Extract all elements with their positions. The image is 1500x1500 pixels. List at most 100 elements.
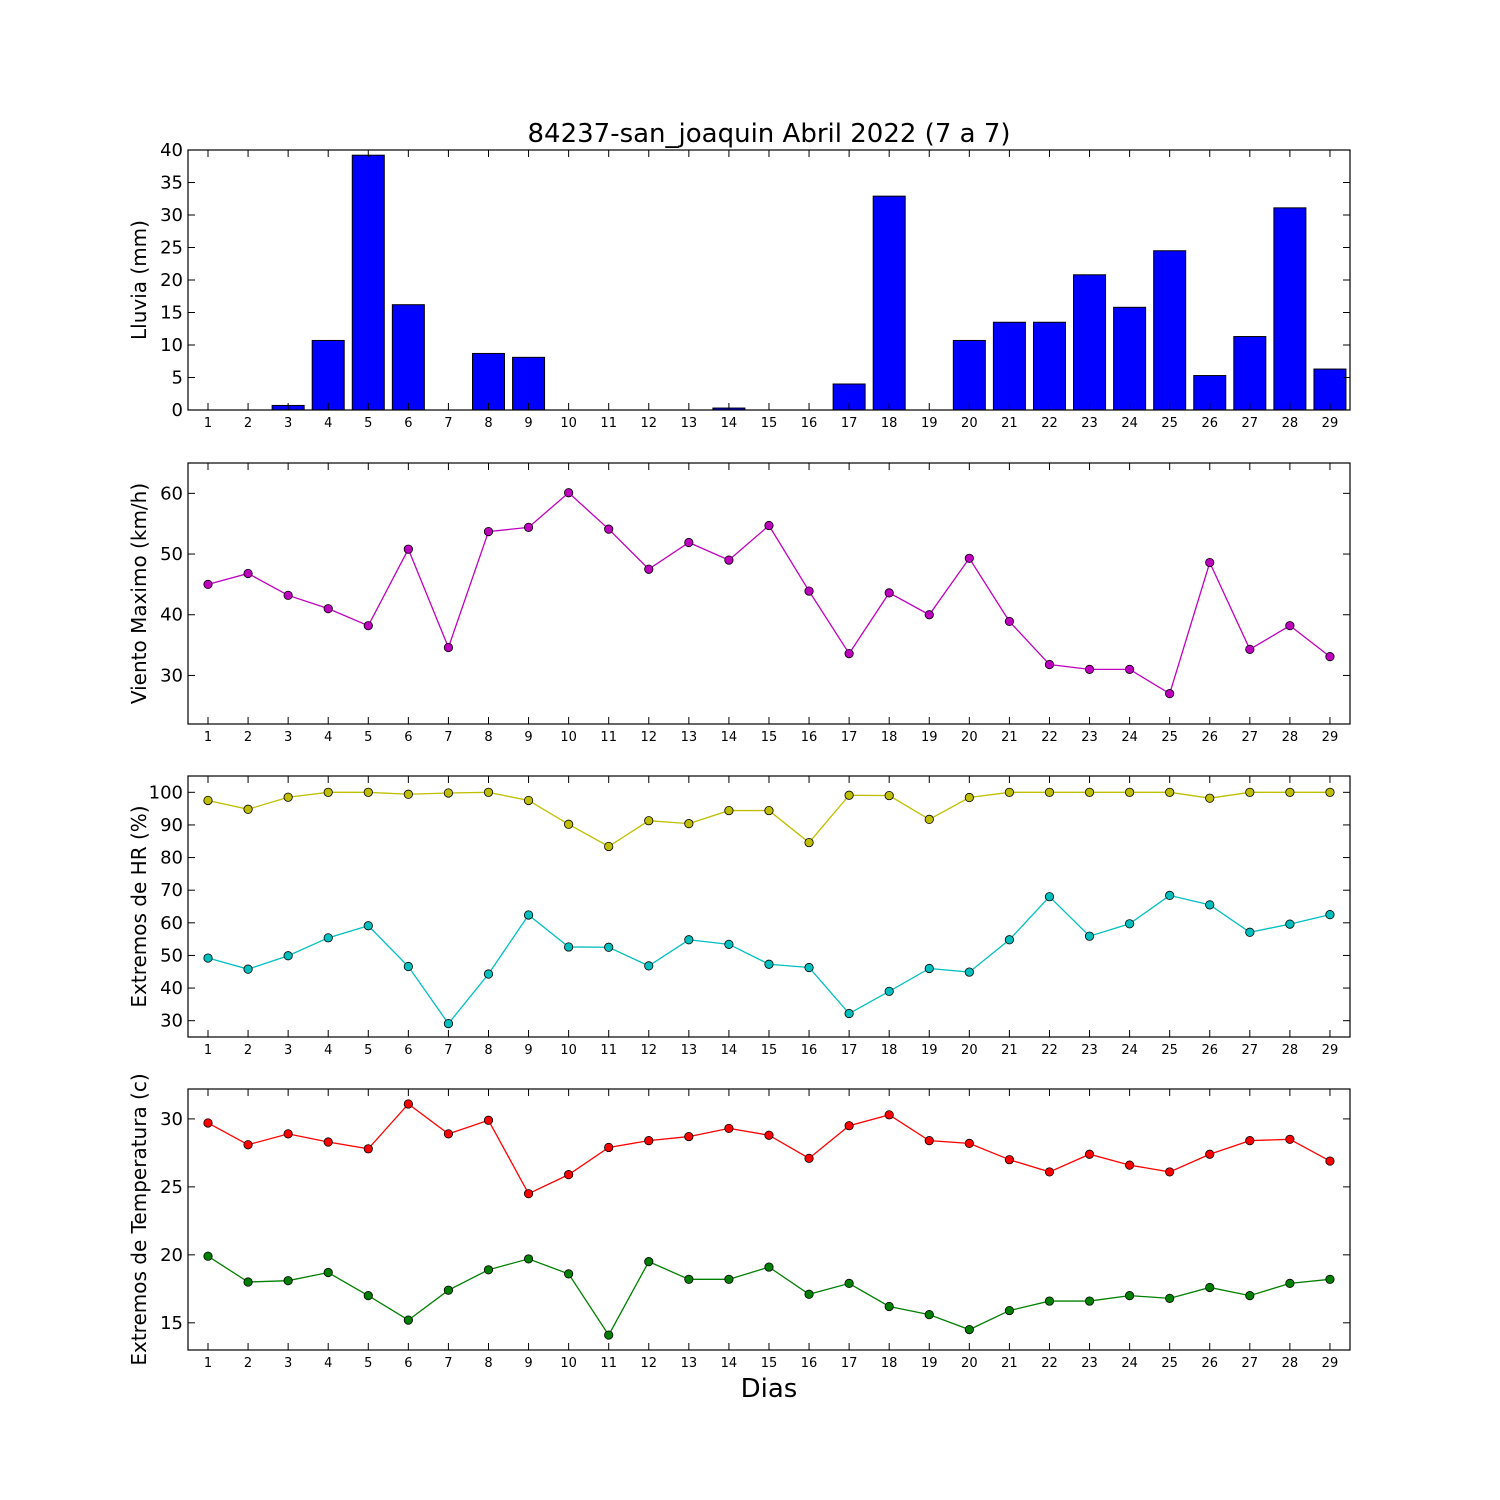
series-1-point-day-1 (203, 795, 213, 806)
x-tick-label: 28 (1282, 416, 1299, 431)
x-tick-label: 10 (560, 1043, 577, 1058)
x-tick-label: 1 (204, 730, 212, 745)
x-tick-label: 28 (1282, 1043, 1299, 1058)
y-tick-label: 10 (160, 335, 183, 356)
series-1-point-day-22 (1044, 659, 1055, 670)
x-tick-label: 29 (1322, 1356, 1339, 1371)
series-1-point-day-7 (443, 1129, 454, 1139)
series-2-point-day-11 (604, 1330, 614, 1340)
series-1-point-day-19 (924, 814, 934, 824)
series-2-point-day-8 (483, 969, 494, 979)
series-1-point-day-24 (1125, 787, 1135, 797)
series-2-point-day-11 (604, 942, 614, 952)
series-2-point-day-21 (1004, 1305, 1015, 1316)
series-1-point-day-4 (323, 787, 333, 797)
x-tick-label: 26 (1201, 730, 1218, 745)
series-1-point-day-12 (644, 816, 654, 826)
series-2-point-day-10 (564, 1269, 574, 1279)
x-tick-label: 4 (324, 416, 332, 431)
x-tick-label: 26 (1201, 1043, 1218, 1058)
x-tick-label: 12 (640, 1356, 657, 1371)
bar-day-27 (1233, 336, 1267, 411)
series-1-point-day-15 (764, 805, 774, 816)
series-1-point-day-17 (844, 648, 854, 659)
series-1-point-day-3 (283, 590, 293, 600)
x-tick-label: 22 (1041, 1043, 1058, 1058)
y-tick-label: 25 (160, 1177, 183, 1198)
series-1-point-day-18 (884, 588, 894, 598)
series-1-point-day-13 (684, 1131, 694, 1142)
x-tick-label: 8 (484, 1043, 492, 1058)
y-tick-label: 40 (160, 140, 183, 161)
x-tick-label: 7 (444, 1043, 452, 1058)
x-tick-label: 21 (1001, 730, 1018, 745)
x-tick-label: 11 (600, 1043, 617, 1058)
series-1-point-day-15 (764, 520, 774, 531)
series-2-point-day-5 (363, 1291, 373, 1301)
series-1-point-day-24 (1125, 664, 1135, 674)
series-2-point-day-23 (1084, 931, 1095, 941)
series-2-point-day-18 (884, 986, 894, 996)
series-1-point-day-13 (684, 819, 694, 829)
x-tick-label: 23 (1081, 1356, 1098, 1371)
series-1-point-day-10 (564, 819, 574, 829)
x-tick-label: 18 (881, 730, 898, 745)
series-2-point-day-22 (1044, 892, 1055, 902)
y-tick-label: 15 (160, 303, 183, 324)
y-tick-label: 50 (160, 544, 183, 565)
series-1-point-day-25 (1165, 689, 1175, 699)
series-1-point-day-8 (483, 526, 494, 537)
series-1-point-day-23 (1084, 664, 1095, 674)
series-1-point-day-14 (724, 1123, 734, 1134)
x-tick-label: 17 (841, 416, 858, 431)
series-1-point-day-5 (363, 1144, 373, 1154)
series-2-point-day-16 (804, 962, 814, 973)
x-tick-label: 23 (1081, 416, 1098, 431)
y-tick-label: 60 (160, 913, 183, 934)
x-tick-label: 25 (1161, 1043, 1178, 1058)
series-1-point-day-11 (604, 1142, 614, 1153)
x-tick-label: 19 (921, 1043, 938, 1058)
chart-title: 84237-san_joaquin Abril 2022 (7 a 7) (527, 119, 1010, 149)
x-tick-label: 16 (801, 730, 818, 745)
series-1-point-day-25 (1165, 787, 1175, 797)
series-1-point-day-6 (403, 789, 413, 799)
y-tick-label: 40 (160, 605, 183, 626)
series-2-point-day-13 (684, 1274, 694, 1284)
series-2-point-day-19 (924, 963, 934, 974)
series-1-point-day-18 (884, 790, 894, 801)
x-tick-label: 28 (1282, 1356, 1299, 1371)
series-1-point-day-1 (203, 579, 213, 590)
series-1-point-day-23 (1084, 787, 1095, 797)
y-tick-label: 30 (160, 1011, 183, 1032)
series-1-point-day-4 (323, 1137, 333, 1147)
x-tick-label: 3 (284, 730, 292, 745)
series-2-point-day-18 (884, 1301, 894, 1312)
x-tick-label: 17 (841, 730, 858, 745)
x-tick-label: 24 (1121, 730, 1138, 745)
series-1-point-day-2 (243, 804, 253, 814)
x-tick-label: 16 (801, 1043, 818, 1058)
y-tick-label: 60 (160, 483, 183, 504)
x-tick-label: 20 (961, 1043, 978, 1058)
x-tick-label: 14 (721, 1043, 738, 1058)
x-tick-label: 5 (364, 730, 372, 745)
x-tick-label: 29 (1322, 1043, 1339, 1058)
series-1-point-day-22 (1044, 1167, 1055, 1177)
series-2-point-day-12 (644, 961, 654, 971)
series-1-point-day-29 (1325, 652, 1335, 662)
x-tick-label: 13 (681, 416, 698, 431)
y-tick-label: 5 (172, 368, 183, 389)
series-1-point-day-5 (363, 621, 373, 631)
series-1-point-day-7 (443, 788, 454, 798)
series-1-point-day-9 (523, 522, 534, 532)
series-1-point-day-15 (764, 1130, 774, 1140)
series-2-point-day-29 (1325, 910, 1335, 920)
series-1-point-day-18 (884, 1110, 894, 1120)
x-tick-label: 20 (961, 1356, 978, 1371)
bar-day-26 (1193, 375, 1227, 411)
x-tick-label: 15 (761, 1356, 778, 1371)
bar-day-21 (992, 321, 1026, 411)
x-tick-label: 1 (204, 1043, 212, 1058)
